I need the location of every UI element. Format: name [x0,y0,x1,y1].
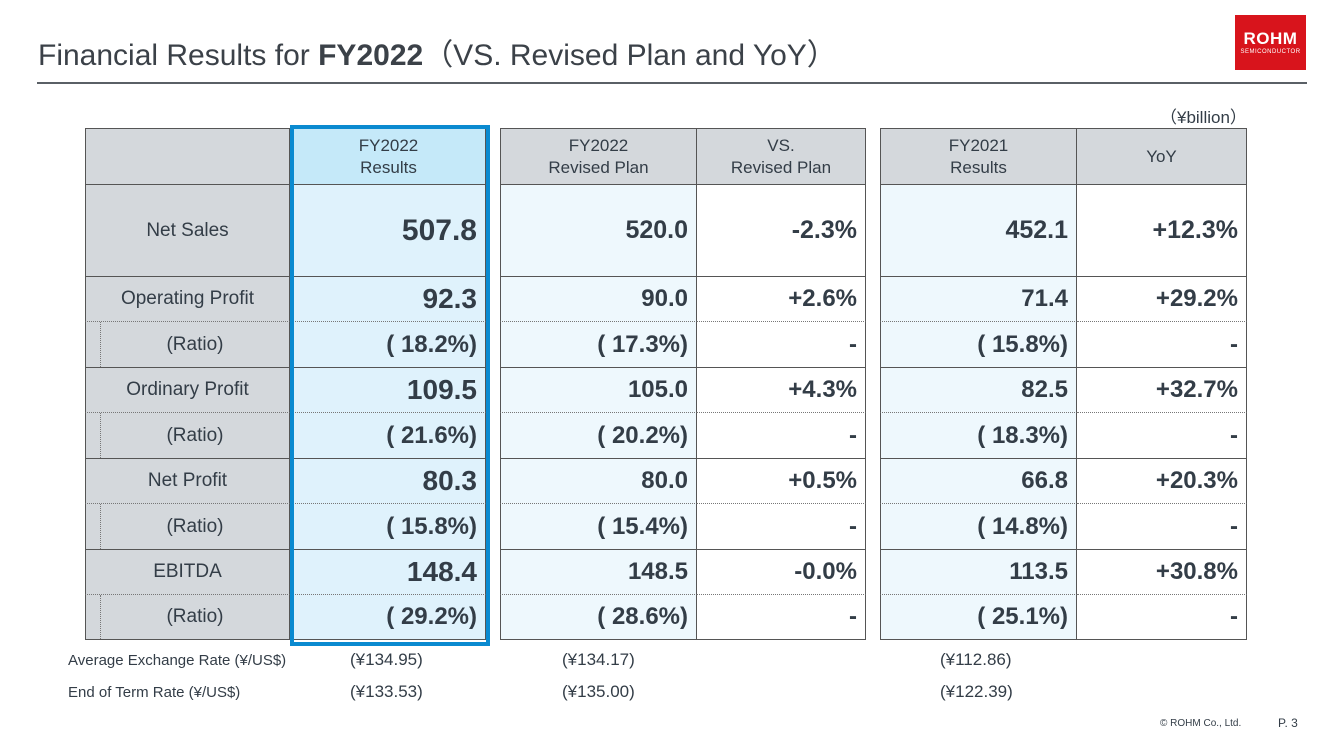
value-plan: 520.0 [500,185,697,277]
value-plan: ( 20.2%) [500,413,697,459]
value-yoy: +29.2% [1077,277,1247,322]
value-fy2021: ( 25.1%) [880,595,1077,640]
value-vs: - [697,413,866,459]
header-line: FY2022 [568,135,629,155]
value-fy2022: ( 29.2%) [292,595,486,640]
value-fy2022: 109.5 [292,368,486,413]
value-plan: 148.5 [500,550,697,595]
value-fy2021: 71.4 [880,277,1077,322]
page-title: Financial Results for FY2022（VS. Revised… [38,30,837,74]
rohm-logo: ROHM SEMICONDUCTOR [1235,15,1306,70]
title-suffix: （VS. Revised Plan and YoY） [423,39,837,72]
value-plan: ( 28.6%) [500,595,697,640]
unit-label: （¥billion） [1160,108,1247,127]
row-label: Ordinary Profit [85,368,290,413]
value-plan: 80.0 [500,459,697,504]
row-label: EBITDA [85,550,290,595]
row-label: Net Sales [85,185,290,277]
page-number: P. 3 [1278,716,1298,730]
value-plan: 105.0 [500,368,697,413]
value-fy2021: 82.5 [880,368,1077,413]
value-fy2022: ( 21.6%) [292,413,486,459]
value-yoy: - [1077,413,1247,459]
title-bold: FY2022 [318,39,424,72]
value-fy2021: ( 15.8%) [880,322,1077,368]
row-label-ratio: (Ratio) [85,413,290,459]
copyright: © ROHM Co., Ltd. [1160,718,1242,729]
value-fy2022: 148.4 [292,550,486,595]
logo-text: ROHM [1243,29,1298,48]
logo-subtext: SEMICONDUCTOR [1240,49,1301,55]
value-fy2022: ( 15.8%) [292,504,486,550]
header-line: FY2021 [948,135,1009,155]
value-vs: - [697,322,866,368]
value-fy2022: ( 18.2%) [292,322,486,368]
footer-plan: (¥135.00) [562,682,635,701]
value-vs: -0.0% [697,550,866,595]
header-line: FY2022 [358,135,419,155]
value-plan: ( 15.4%) [500,504,697,550]
header-label [85,128,290,185]
value-fy2021: 113.5 [880,550,1077,595]
value-yoy: +20.3% [1077,459,1247,504]
value-plan: 90.0 [500,277,697,322]
value-vs: - [697,595,866,640]
value-vs: +2.6% [697,277,866,322]
header-plan: FY2022 Revised Plan [500,128,697,185]
ratio-label: (Ratio) [100,595,289,639]
value-yoy: - [1077,322,1247,368]
value-yoy: +30.8% [1077,550,1247,595]
value-fy2021: ( 14.8%) [880,504,1077,550]
value-fy2022: 92.3 [292,277,486,322]
header-line: Results [360,157,417,177]
value-fy2021: 452.1 [880,185,1077,277]
header-fy2021: FY2021 Results [880,128,1077,185]
title-divider [37,82,1307,84]
ratio-label: (Ratio) [100,322,289,367]
ratio-label: (Ratio) [100,504,289,549]
footer-plan: (¥134.17) [562,650,635,669]
footer-fy2022: (¥134.95) [350,650,423,669]
value-fy2021: 66.8 [880,459,1077,504]
value-vs: -2.3% [697,185,866,277]
value-fy2022: 507.8 [292,185,486,277]
footer-fy2021: (¥112.86) [940,650,1012,669]
title-prefix: Financial Results for [38,39,319,72]
row-label-ratio: (Ratio) [85,504,290,550]
row-label-ratio: (Ratio) [85,595,290,640]
value-fy2022: 80.3 [292,459,486,504]
value-yoy: +32.7% [1077,368,1247,413]
value-yoy: - [1077,595,1247,640]
value-plan: ( 17.3%) [500,322,697,368]
value-yoy: +12.3% [1077,185,1247,277]
footer-label: End of Term Rate (¥/US$) [68,684,241,701]
header-line: Results [950,157,1007,177]
footer-label: Average Exchange Rate (¥/US$) [68,652,287,669]
row-label-ratio: (Ratio) [85,322,290,368]
ratio-label: (Ratio) [100,413,289,458]
value-fy2021: ( 18.3%) [880,413,1077,459]
header-yoy: YoY [1077,128,1247,185]
header-vs: VS. Revised Plan [697,128,866,185]
header-line: Revised Plan [730,157,832,177]
header-line: YoY [1146,146,1177,166]
header-fy2022: FY2022 Results [292,128,486,185]
value-yoy: - [1077,504,1247,550]
row-label: Net Profit [85,459,290,504]
header-line: Revised Plan [548,157,649,177]
footer-fy2022: (¥133.53) [350,682,423,701]
value-vs: +4.3% [697,368,866,413]
footer-fy2021: (¥122.39) [940,682,1013,701]
value-vs: +0.5% [697,459,866,504]
value-vs: - [697,504,866,550]
row-label: Operating Profit [85,277,290,322]
header-line: VS. [767,135,795,155]
